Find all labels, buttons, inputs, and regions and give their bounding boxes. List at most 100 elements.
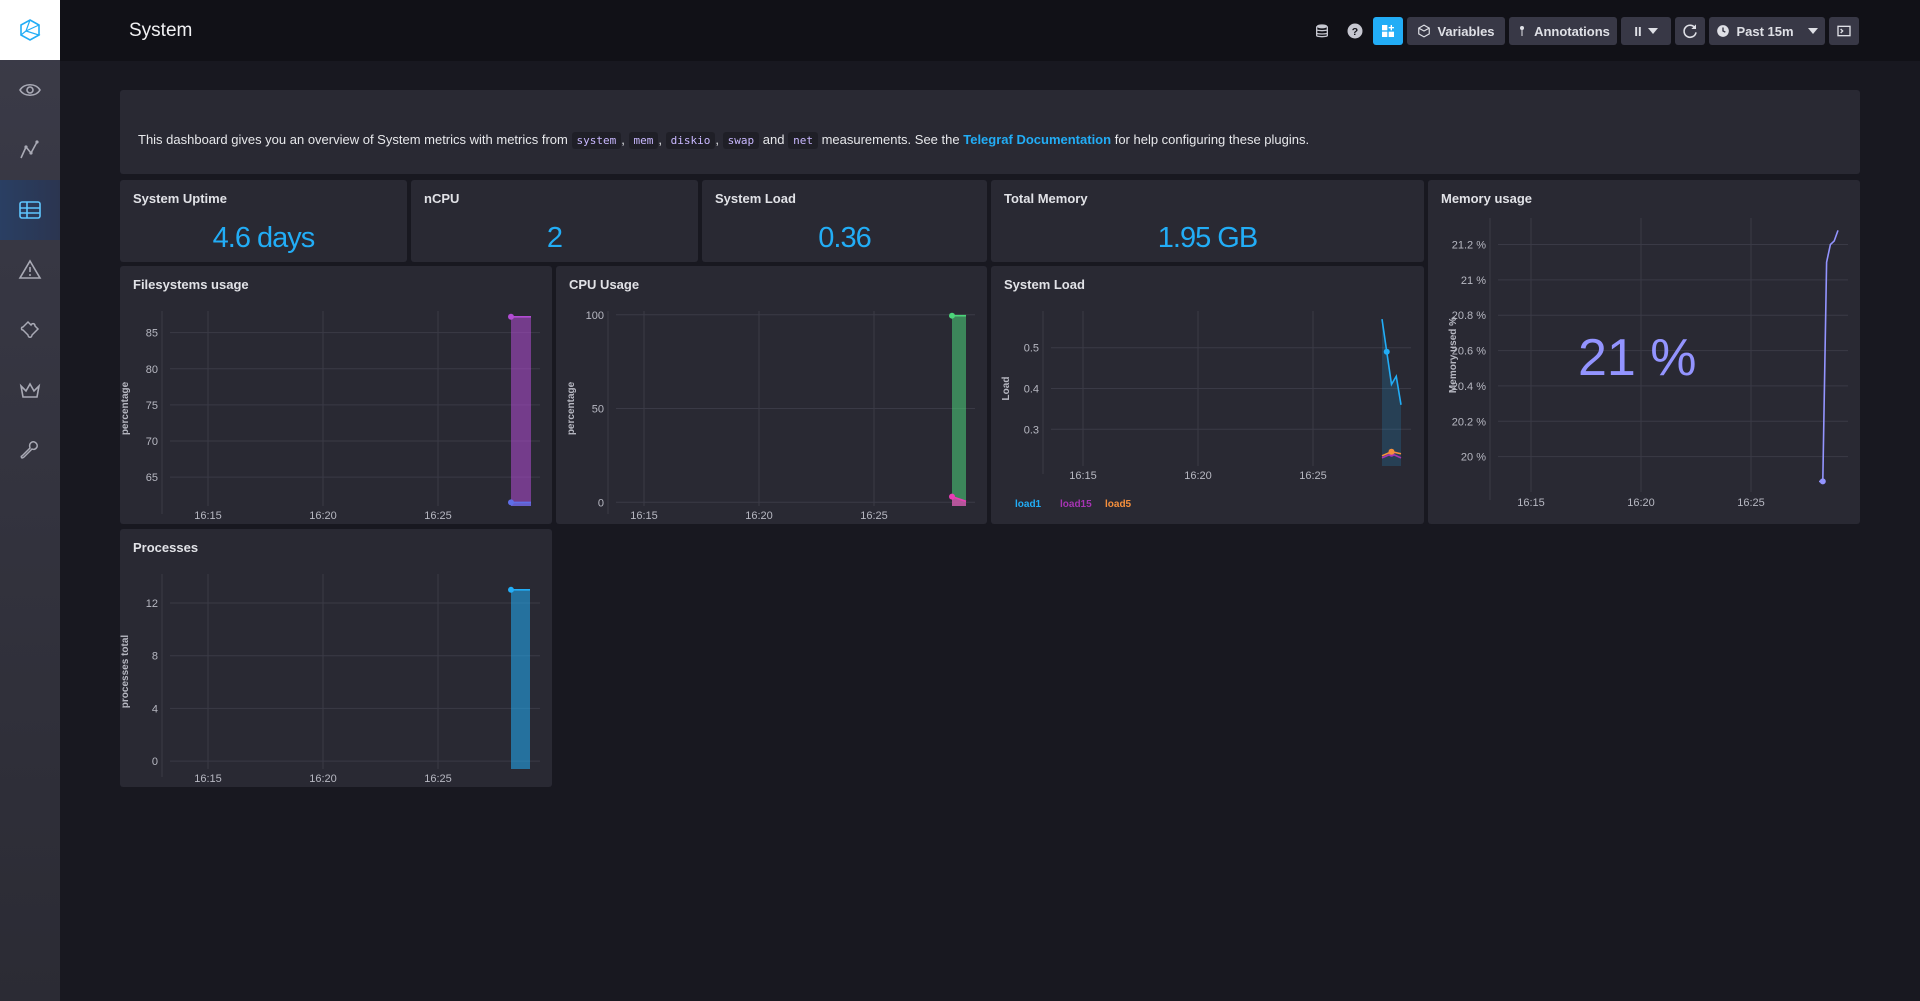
y-tick-label: 75 [146, 400, 158, 412]
measurement-net: net [788, 132, 818, 149]
pause-icon: II [1634, 23, 1642, 39]
presentation-mode-button[interactable] [1829, 17, 1859, 45]
stat-value: 4.6 days [212, 222, 316, 254]
measurement-system: system [571, 132, 622, 149]
page-title: System [129, 20, 193, 41]
series-area [952, 496, 966, 506]
graph-panel-memory-usage: Memory usage 21.2 % 21 % 20.8 % 20.6 % 20.4 … [1428, 180, 1860, 524]
refresh-icon [1683, 24, 1697, 39]
description-panel: This dashboard gives you an overview of … [120, 90, 1860, 174]
series-line [1381, 319, 1402, 405]
nav-dashboards[interactable] [0, 180, 60, 240]
legend-item: load15 [1060, 499, 1092, 510]
nav-configuration[interactable] [0, 420, 60, 480]
y-tick-label: 65 [146, 472, 158, 484]
panel-title: System Load [1004, 277, 1085, 292]
x-tick-label: 16:25 [860, 510, 888, 522]
cube-icon [1418, 24, 1431, 38]
database-icon [1316, 24, 1328, 38]
panel-title: Processes [133, 540, 199, 555]
x-tick-label: 16:15 [630, 510, 658, 522]
x-tick-label: 16:15 [194, 773, 222, 785]
chart-cpu: 100 50 0 16:15 16:20 16:25 percentage [566, 310, 975, 522]
description-and: and [762, 132, 785, 147]
nav-host-list[interactable] [0, 60, 60, 120]
pin-icon [1520, 26, 1525, 36]
description-intro: This dashboard gives you an overview of … [138, 132, 568, 147]
chart-sysload: 0.5 0.4 0.3 16:15 16:20 16:25 Load load1 load15 l… [1001, 311, 1411, 510]
add-cell-icon [1382, 25, 1394, 37]
y-tick-label: 80 [146, 364, 158, 376]
panel-title: Filesystems usage [133, 277, 249, 292]
time-range-dropdown[interactable]: Past 15m [1709, 17, 1825, 45]
telegraf-docs-link[interactable]: Telegraf Documentation [963, 132, 1112, 147]
refresh-button[interactable] [1675, 17, 1705, 45]
annotations-button[interactable]: Annotations [1509, 17, 1617, 45]
nav-alerting[interactable] [0, 240, 60, 300]
series-point [508, 313, 514, 320]
x-tick-label: 16:20 [745, 510, 773, 522]
y-tick-label: 0.3 [1024, 424, 1039, 436]
y-axis-title: percentage [120, 381, 131, 435]
series-line [1819, 230, 1839, 483]
y-tick-label: 20.2 % [1452, 416, 1486, 428]
caret-down-icon [1647, 28, 1658, 34]
influx-logo[interactable] [0, 0, 60, 60]
chart-filesystems: 85 80 75 70 65 16:15 16:20 16:25 percentage [120, 311, 540, 522]
x-tick-label: 16:15 [1069, 470, 1097, 482]
y-tick-label: 8 [152, 651, 158, 663]
y-tick-label: 85 [146, 328, 158, 340]
separator: , [621, 132, 625, 147]
graph-icon [20, 140, 39, 159]
autorefresh-dropdown[interactable]: II [1621, 17, 1671, 45]
panel-title: nCPU [424, 191, 460, 206]
nav-explore[interactable] [0, 120, 60, 180]
y-axis-title: Load [1001, 377, 1012, 401]
chart-processes: 12 8 4 0 16:15 16:20 16:25 processes total [120, 574, 540, 785]
graph-panel-filesystems: Filesystems usage 85 80 75 70 65 16:15 16:20 16… [120, 266, 552, 524]
x-tick-label: 16:25 [424, 510, 452, 522]
graph-panel-system-load: System Load 0.5 0.4 0.3 16:15 16:20 16:25 Load… [991, 266, 1424, 524]
stat-value: 2 [546, 222, 563, 254]
database-button[interactable] [1311, 20, 1333, 42]
variables-label: Variables [1437, 23, 1495, 39]
y-tick-label: 20.8 % [1452, 310, 1486, 322]
expand-icon [1837, 25, 1851, 37]
measurement-mem: mem [628, 132, 659, 149]
cubo-logo-icon [20, 19, 41, 41]
panel-title: System Load [715, 191, 796, 206]
description-mid: measurements. See the [821, 132, 960, 147]
measurement-diskio: diskio [665, 132, 716, 149]
sidebar [0, 0, 60, 1001]
svg-text:?: ? [1352, 26, 1358, 38]
graph-panel-cpu: CPU Usage 100 50 0 16:15 16:20 16:25 percentag… [556, 266, 987, 524]
graph-panel-processes: Processes 12 8 4 0 16:15 16:20 16:25 processes … [120, 529, 552, 787]
stat-panel-memory: Total Memory 1.95 GB [991, 180, 1424, 262]
wrench-icon [20, 441, 38, 459]
stat-value: 1.95 GB [1157, 222, 1258, 254]
caret-down-icon [1807, 28, 1818, 34]
nav-log-viewer[interactable] [0, 300, 60, 360]
legend-item: load5 [1105, 499, 1132, 510]
add-cell-button[interactable] [1373, 17, 1403, 45]
panel-title: Total Memory [1004, 191, 1088, 206]
y-tick-label: 0.5 [1024, 343, 1039, 355]
dashboards-icon [19, 201, 41, 219]
panel-title: Memory usage [1441, 191, 1533, 206]
y-tick-label: 100 [586, 310, 604, 322]
nav-admin[interactable] [0, 360, 60, 420]
y-tick-label: 21 % [1461, 275, 1486, 287]
stat-panel-ncpu: nCPU 2 [411, 180, 698, 262]
y-tick-label: 4 [152, 703, 158, 715]
help-button[interactable]: ? [1344, 20, 1366, 42]
crown-icon [19, 382, 41, 398]
x-tick-label: 16:20 [1627, 497, 1655, 509]
stat-panel-uptime: System Uptime 4.6 days [120, 180, 407, 262]
top-bar: System ? Variables Annotations II Past 1… [60, 0, 1920, 61]
annotations-label: Annotations [1534, 23, 1610, 39]
variables-button[interactable]: Variables [1407, 17, 1505, 45]
x-tick-label: 16:15 [1517, 497, 1545, 509]
x-tick-label: 16:20 [309, 510, 337, 522]
y-axis-title: processes total [120, 635, 131, 709]
description-text: This dashboard gives you an overview of … [138, 132, 1309, 149]
